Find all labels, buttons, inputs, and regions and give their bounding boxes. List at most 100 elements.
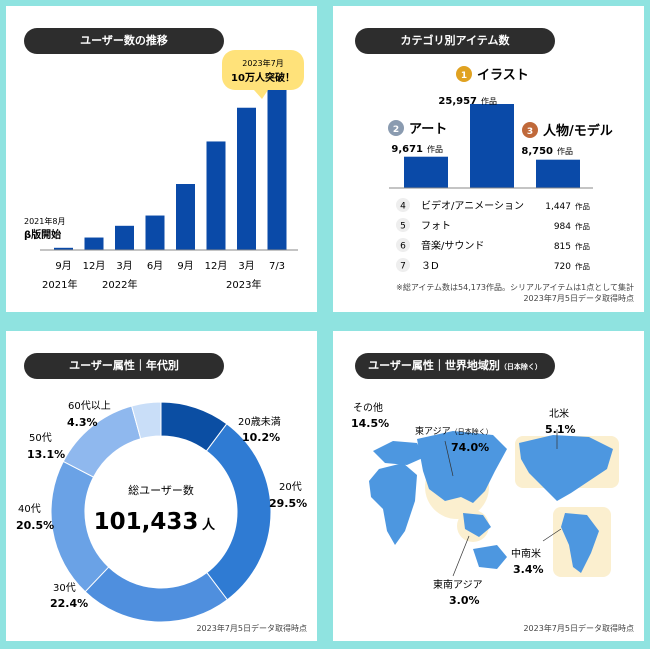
category-title: カテゴリ別アイテム数 [355,28,555,54]
category-chart: 1 イラスト 25,957 作品 2 アート 9,671 作品 3 人物/モデル… [388,66,613,272]
growth-panel: ユーザー数の推移 2021年8月 β版開始 9月 12月 3月 6月 9月 12月 3月 7/… [6,6,317,312]
age-label-60s-value: 4.3% [67,416,98,429]
age-label-30s-name: 30代 [53,582,76,594]
growth-bar [84,237,104,250]
category-unit: 作品 [575,221,590,231]
region-eastasia-value: 74.0% [451,441,489,454]
rank-3-name: 人物/モデル [543,123,613,139]
age-label-40s-name: 40代 [18,503,41,515]
rank-number: 6 [400,242,406,252]
region-eastasia-name: 東アジア（日本除く） [415,425,493,437]
growth-xtick: 9月 [55,260,71,272]
region-northamerica-name: 北米 [549,407,569,420]
north-america-landmass [519,435,613,501]
category-name: 音楽/サウンド [421,239,484,252]
rank-1-badge [456,66,472,82]
growth-bar [145,215,165,250]
rank-1-number: 1 [461,71,467,81]
category-note-line-2: 2023年7月5日データ取得時点 [523,294,634,303]
year-label-2023: 2023年 [226,278,261,291]
africa-landmass [369,463,417,545]
category-value: 1,447 [545,202,571,212]
rank-number: 4 [400,202,406,212]
category-bar [470,104,514,188]
region-southeastasia-name: 東南アジア [433,578,483,591]
rank-badge [396,258,410,272]
growth-xtick: 12月 [205,260,228,272]
region-title: ユーザー属性｜世界地域別（日本除く） [355,353,555,379]
category-unit: 作品 [575,261,590,271]
category-unit: 作品 [575,201,590,211]
milestone-badge-tail [254,90,268,99]
category-value: 984 [554,222,571,232]
region-southeastasia-value: 3.0% [449,594,480,607]
growth-bar [176,184,195,250]
year-label-2021: 2021年 [42,278,77,291]
southeast-asia-landmass [463,513,491,537]
rank-3-value: 8,750 [521,146,553,157]
growth-bar [237,107,256,250]
donut-slice [84,566,229,623]
donut-center-value: 101,433 [94,509,199,535]
latin-america-leader-line [542,528,562,542]
age-label-20s-name: 20代 [279,481,302,493]
rank-number: 7 [400,262,406,272]
year-label-2022: 2022年 [102,278,137,291]
category-value: 815 [554,242,571,252]
start-label-2: β版開始 [24,228,61,241]
region-title-text: ユーザー属性｜世界地域別 [368,359,500,372]
region-latinamerica-value: 3.4% [513,563,544,576]
category-bar [536,159,580,188]
rank-badge [396,218,410,232]
region-panel: ユーザー属性｜世界地域別（日本除く） その他 14.5% 東アジア（日本除く） … [333,331,644,641]
category-value: 720 [554,262,571,272]
rank-2-unit: 作品 [427,144,443,154]
age-label-under20-value: 10.2% [242,431,280,444]
region-other-name: その他 [353,401,383,414]
age-label-50s-name: 50代 [29,432,52,444]
growth-xtick: 9月 [177,260,193,272]
age-donut-chart: 総ユーザー数 101,433 人 20歳未満 10.2% 20代 29.5% 3… [16,400,307,623]
age-panel: ユーザー属性｜年代別 総ユーザー数 101,433 人 20歳未満 10.2% … [6,331,317,641]
donut-center-label: 総ユーザー数 [128,483,194,497]
rank-2-value: 9,671 [391,144,423,155]
region-northamerica-value: 5.1% [545,423,576,436]
growth-xtick: 3月 [116,260,132,272]
growth-bar [54,247,73,250]
europe-landmass [373,441,425,465]
milestone-badge [222,50,304,90]
badge-line-1: 2023年7月 [242,58,283,68]
region-latinamerica-name: 中南米 [511,547,541,560]
growth-xtick: 12月 [83,260,106,272]
donut-slice [205,423,272,601]
growth-title: ユーザー数の推移 [24,28,224,54]
region-title-small: （日本除く） [499,363,542,371]
category-panel: カテゴリ別アイテム数 1 イラスト 25,957 作品 2 アート 9,671 … [333,6,644,312]
age-label-under20-name: 20歳未満 [238,416,281,428]
category-bar [404,156,448,188]
category-name: フォト [421,221,451,232]
southeast-asia-leader-line [452,535,470,577]
category-unit: 作品 [575,241,590,251]
donut-slice [131,401,162,440]
rank-1-unit: 作品 [481,96,497,106]
region-note: 2023年7月5日データ取得時点 [523,624,634,633]
category-name: ３D [421,261,439,272]
rank-2-badge [388,120,404,136]
rank-number: 5 [400,222,406,232]
donut-center-unit: 人 [202,517,216,533]
growth-xtick: 6月 [147,260,163,272]
age-note: 2023年7月5日データ取得時点 [196,624,307,633]
rank-badge [396,238,410,252]
growth-bar [206,141,226,250]
region-eastasia-name-note: （日本除く） [451,427,493,436]
growth-xtick: 7/3 [269,261,285,272]
south-america-landmass [561,513,599,573]
rank-1-value: 25,957 [438,96,477,107]
rank-3-unit: 作品 [557,146,573,156]
badge-line-2: 10万人突破！ [231,71,295,84]
rank-3-number: 3 [527,127,533,137]
category-note: ※総アイテム数は54,173作品。シリアルアイテムは1点として集計 2023年7… [344,282,634,304]
age-label-30s-value: 22.4% [50,597,88,610]
world-map: その他 14.5% 東アジア（日本除く） 74.0% 北米 5.1% 中南米 3… [351,401,619,607]
